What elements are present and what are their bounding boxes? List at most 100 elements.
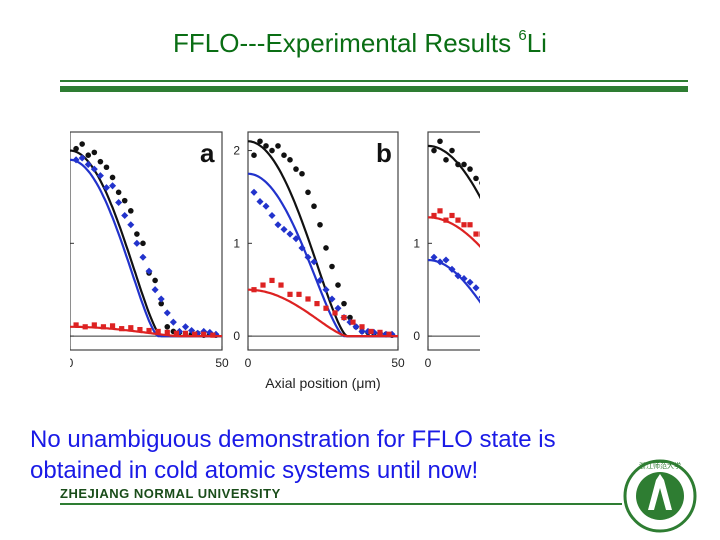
x-tick-label: 50 (391, 356, 405, 370)
data-point-red (473, 231, 479, 237)
data-point-red (173, 330, 179, 336)
data-point-black (140, 240, 146, 247)
data-point-blue (256, 198, 264, 206)
fit-curve-red (427, 216, 480, 248)
data-point-blue (328, 295, 336, 303)
data-point-red (146, 327, 152, 334)
data-point-red (128, 325, 134, 331)
data-point-red (437, 208, 443, 214)
x-axis-label: Axial position (μm) (265, 375, 380, 391)
title-divider-thin (60, 80, 688, 82)
data-point-blue (262, 202, 270, 210)
data-point-black (134, 231, 140, 237)
chart-panel-b: 0 1 2 0 50 b Axial position (μm) (233, 131, 405, 391)
data-point-black (251, 152, 257, 158)
data-point-red (201, 331, 207, 337)
data-point-black (269, 147, 275, 154)
data-point-blue (352, 323, 360, 331)
data-point-red (479, 231, 480, 237)
data-point-black (347, 314, 353, 321)
data-point-black (443, 157, 449, 163)
data-point-red (431, 212, 437, 219)
data-point-blue (250, 188, 258, 196)
data-point-red (314, 301, 320, 307)
data-point-black (287, 157, 293, 163)
data-point-blue (292, 235, 300, 243)
y-tick-label: 0 (413, 329, 420, 343)
data-point-blue (298, 244, 306, 252)
data-point-blue (358, 327, 366, 335)
data-point-black (329, 263, 335, 270)
data-point-blue (460, 275, 468, 283)
fit-curve-red (248, 288, 398, 338)
data-point-red (278, 282, 284, 288)
data-point-red (164, 329, 170, 335)
data-point-black (152, 277, 158, 284)
data-point-black (437, 138, 443, 145)
fit-curve-black (427, 144, 480, 200)
data-point-black (449, 147, 455, 154)
data-point-red (269, 277, 275, 284)
data-point-red (332, 310, 338, 316)
chart-panel-a: 012050aColumn density (1010/cm2) (70, 131, 229, 370)
data-point-black (467, 166, 473, 172)
title-tail-text: Li (526, 28, 547, 58)
data-point-red (73, 322, 79, 328)
data-point-black (158, 300, 164, 307)
title-divider-thick (60, 86, 688, 92)
data-point-blue (121, 211, 129, 220)
x-tick-label: 0 (70, 356, 74, 370)
data-point-red (449, 212, 455, 219)
data-point-red (210, 332, 216, 338)
logo-ring-text: 浙江师范大学 (639, 461, 681, 470)
data-point-blue (268, 211, 276, 220)
footer-divider (60, 503, 622, 505)
university-logo: 浙江师范大学 (623, 459, 697, 533)
data-point-black (317, 221, 323, 228)
y-tick-label: 1 (413, 236, 420, 250)
data-point-blue (280, 225, 288, 233)
data-point-red (82, 324, 88, 330)
data-point-black (115, 189, 122, 196)
data-point-black (79, 141, 85, 147)
data-point-red (461, 222, 467, 228)
y-tick-label: 1 (233, 236, 240, 250)
data-point-black (128, 208, 134, 214)
data-point-red (377, 329, 383, 335)
data-point-blue (454, 272, 462, 280)
data-point-black (121, 197, 128, 204)
data-point-blue (90, 165, 98, 173)
x-tick-label: 50 (215, 356, 229, 370)
data-point-red (137, 326, 143, 333)
data-point-red (155, 328, 161, 335)
data-point-black (455, 161, 461, 168)
panel-frame (247, 131, 399, 351)
data-point-blue (72, 156, 80, 164)
data-point-black (341, 300, 347, 307)
data-point-black (311, 203, 317, 210)
data-point-blue (310, 258, 318, 266)
data-point-black (431, 147, 437, 154)
data-point-black (293, 166, 299, 172)
data-point-blue (286, 230, 294, 238)
data-point-black (257, 138, 263, 145)
data-point-black (109, 174, 116, 181)
title-main-text: FFLO---Experimental Results (173, 28, 519, 58)
data-point-blue (102, 184, 111, 192)
data-point-red (323, 305, 329, 311)
slide-caption: No unambiguous demonstration for FFLO st… (30, 426, 556, 484)
data-point-red (182, 330, 189, 336)
university-name: ZHEJIANG NORMAL UNIVERSITY (60, 486, 281, 501)
data-point-black (91, 149, 98, 156)
data-point-red (467, 222, 473, 228)
x-tick-label: 0 (245, 356, 252, 370)
x-tick-label: 0 (425, 356, 432, 370)
data-point-red (287, 291, 293, 297)
data-point-red (350, 319, 356, 325)
data-point-red (192, 331, 198, 337)
data-point-red (100, 324, 107, 330)
data-point-red (443, 217, 449, 223)
slide-title: FFLO---Experimental Results 6Li (0, 27, 720, 59)
data-point-black (479, 181, 480, 185)
data-point-black (103, 164, 110, 171)
